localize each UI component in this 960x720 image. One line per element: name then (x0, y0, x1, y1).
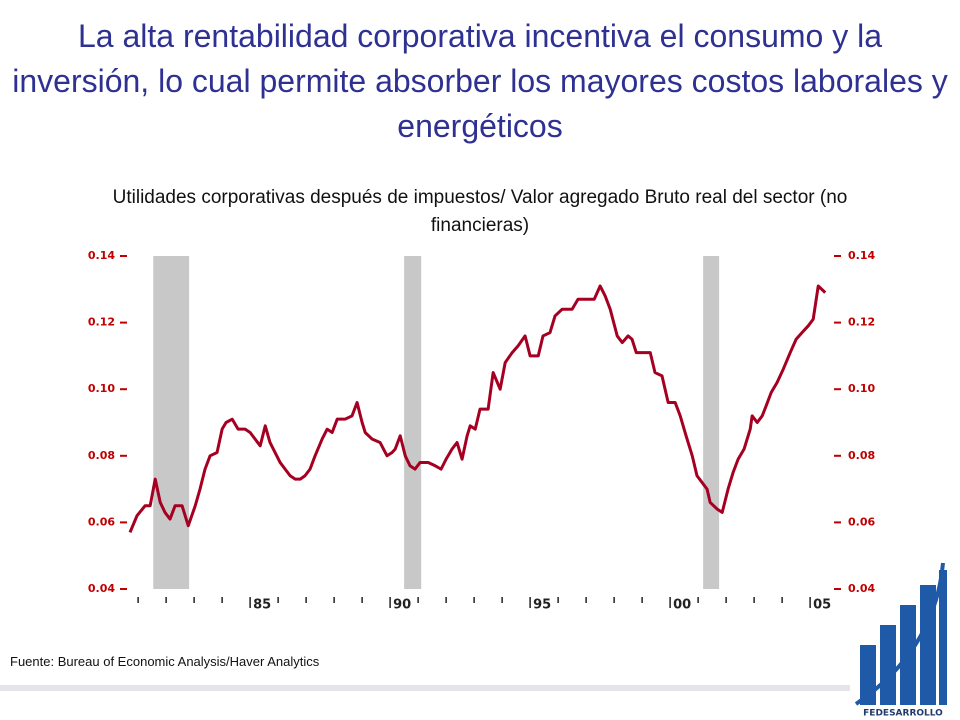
logo-bar (880, 625, 896, 705)
logo-text: FEDESARROLLO (863, 709, 943, 719)
y-tick-label: 0.10 (88, 382, 115, 395)
recession-shade (703, 256, 720, 589)
logo-bar (939, 570, 947, 705)
y2-tick-label: 0.08 (848, 449, 875, 462)
slide-title: La alta rentabilidad corporativa incenti… (12, 18, 948, 144)
y2-tick-label: 0.04 (848, 582, 875, 595)
y2-tick-label: 0.06 (848, 515, 875, 528)
recession-shade (404, 256, 422, 589)
logo: FEDESARROLLO (0, 562, 947, 719)
logo-bar (920, 585, 936, 705)
x-tick-label: 95 (533, 598, 551, 613)
x-tick-label: 05 (813, 598, 831, 613)
source-note: Fuente: Bureau of Economic Analysis/Have… (10, 654, 320, 669)
y-tick-label: 0.06 (88, 515, 115, 528)
chart-title: Utilidades corporativas después de impue… (112, 187, 848, 236)
logo-bar (860, 645, 876, 705)
y-tick-label: 0.14 (88, 249, 115, 262)
y-tick-label: 0.08 (88, 449, 115, 462)
recession-shade (153, 256, 190, 589)
y-tick-label: 0.04 (88, 582, 115, 595)
y-tick-label: 0.12 (88, 316, 115, 329)
x-tick-label: 85 (253, 598, 271, 613)
logo-bar (900, 605, 916, 705)
y2-tick-label: 0.12 (848, 316, 875, 329)
y2-tick-label: 0.10 (848, 382, 875, 395)
data-line (128, 284, 827, 533)
x-tick-label: 90 (393, 598, 411, 613)
x-tick-label: 00 (673, 598, 691, 613)
y2-tick-label: 0.14 (848, 249, 875, 262)
